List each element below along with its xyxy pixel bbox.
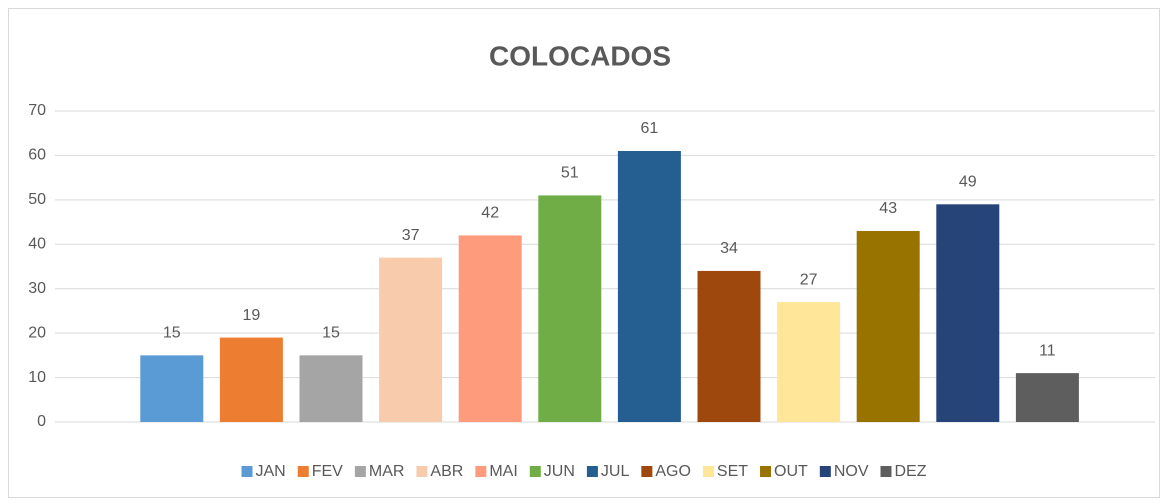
legend-swatch bbox=[354, 466, 366, 477]
legend-label: MAI bbox=[489, 463, 517, 480]
data-label: 27 bbox=[800, 271, 818, 288]
data-label: 43 bbox=[879, 200, 897, 217]
data-label: 11 bbox=[1039, 342, 1056, 359]
data-label: 19 bbox=[243, 307, 261, 324]
bar bbox=[856, 230, 920, 422]
legend-swatch bbox=[702, 466, 714, 477]
y-tick-label: 40 bbox=[28, 236, 46, 253]
bar bbox=[617, 150, 681, 422]
data-label: 37 bbox=[402, 227, 420, 244]
data-label: 15 bbox=[322, 325, 340, 342]
data-label: 15 bbox=[163, 325, 181, 342]
legend-swatch bbox=[586, 466, 598, 477]
legend-swatch bbox=[760, 466, 772, 477]
data-label: 51 bbox=[561, 165, 579, 182]
bar bbox=[697, 270, 761, 422]
legend-swatch bbox=[475, 466, 487, 477]
legend-swatch bbox=[880, 466, 892, 477]
legend-swatch bbox=[416, 466, 428, 477]
legend-swatch bbox=[819, 466, 831, 477]
data-label: 34 bbox=[720, 240, 738, 257]
legend-label: DEZ bbox=[894, 463, 926, 480]
data-label: 49 bbox=[959, 174, 977, 191]
legend-label: FEV bbox=[312, 463, 343, 480]
bar bbox=[1015, 373, 1079, 422]
bar bbox=[777, 302, 841, 422]
legend-swatch bbox=[297, 466, 309, 477]
bar bbox=[936, 204, 1000, 422]
y-tick-label: 70 bbox=[28, 102, 46, 119]
y-tick-label: 20 bbox=[28, 324, 46, 341]
bar bbox=[458, 235, 522, 422]
y-tick-label: 30 bbox=[28, 280, 46, 297]
legend-label: OUT bbox=[774, 463, 808, 480]
bar bbox=[299, 355, 363, 422]
legend-label: NOV bbox=[834, 463, 869, 480]
legend-label: AGO bbox=[655, 463, 691, 480]
y-tick-label: 60 bbox=[28, 147, 46, 164]
legend-swatch bbox=[529, 466, 541, 477]
y-tick-label: 50 bbox=[28, 191, 46, 208]
legend-label: JAN bbox=[256, 463, 286, 480]
data-label: 42 bbox=[481, 205, 499, 222]
legend-swatch bbox=[641, 466, 653, 477]
legend-label: ABR bbox=[430, 463, 463, 480]
legend-label: MAR bbox=[369, 463, 405, 480]
chart-title: COLOCADOS bbox=[489, 40, 671, 71]
bar bbox=[219, 337, 283, 422]
data-label: 61 bbox=[641, 120, 659, 137]
y-tick-label: 10 bbox=[28, 369, 46, 386]
bar bbox=[538, 195, 602, 422]
bar bbox=[379, 257, 443, 422]
bar bbox=[140, 355, 204, 422]
legend-label: SET bbox=[717, 463, 748, 480]
legend-label: JUL bbox=[601, 463, 630, 480]
y-tick-label: 0 bbox=[37, 413, 46, 430]
legend-swatch bbox=[241, 466, 253, 477]
legend-label: JUN bbox=[544, 463, 575, 480]
